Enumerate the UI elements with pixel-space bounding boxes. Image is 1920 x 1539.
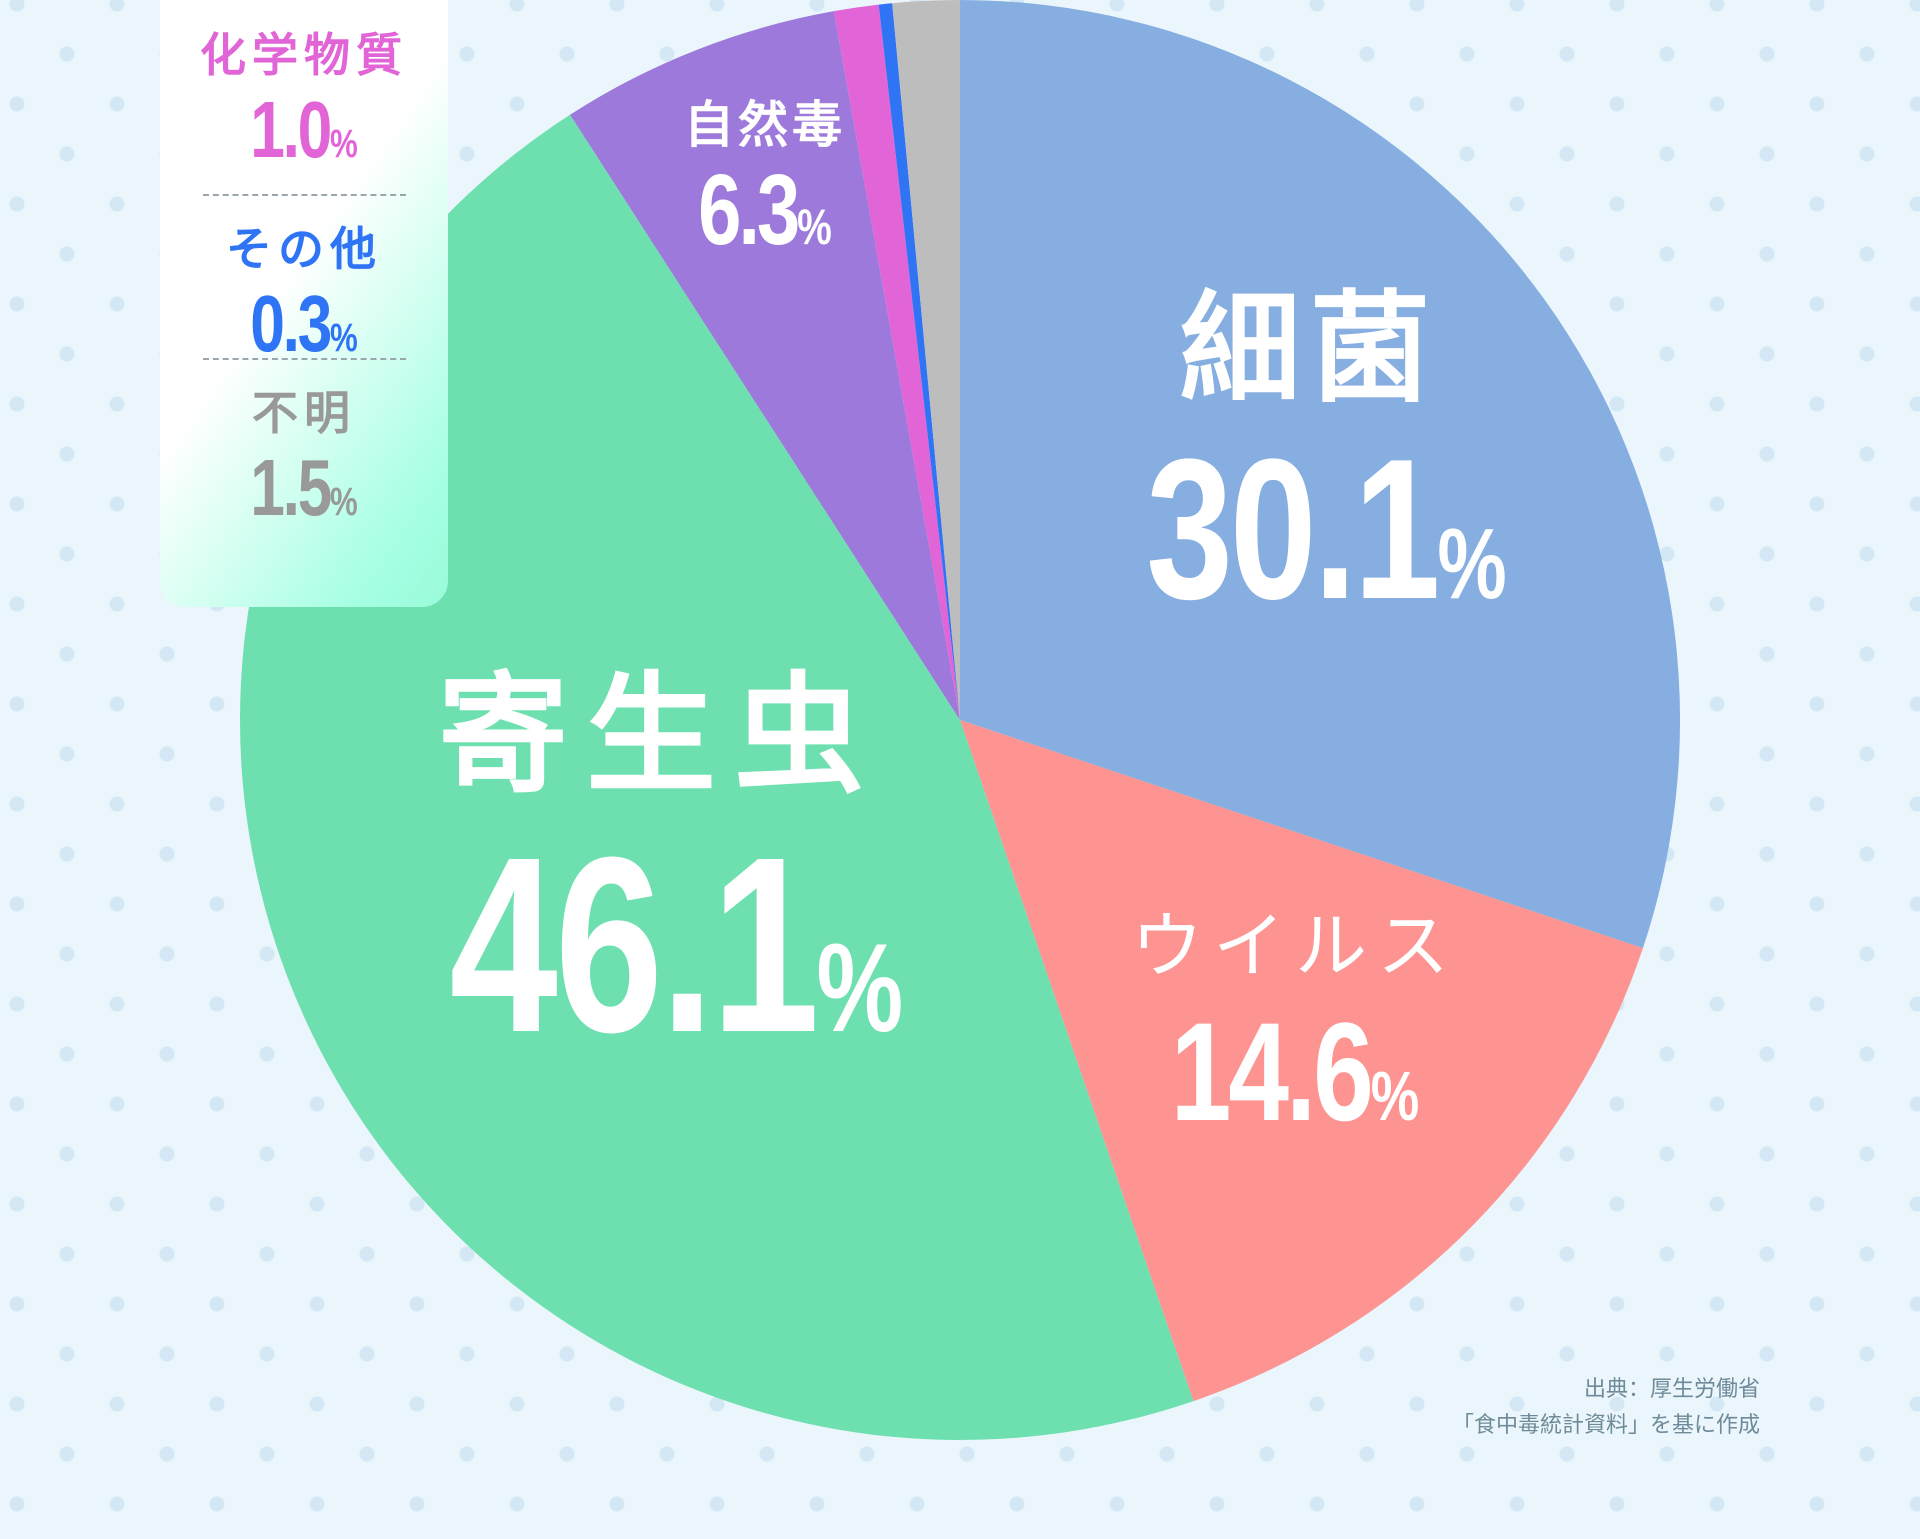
other-name: その他 (226, 222, 382, 276)
pie-slice (892, 0, 960, 720)
pie-slice (878, 3, 960, 720)
chemical-value: 1.0% (250, 85, 358, 174)
legend-item-other: その他 0.3% (160, 196, 448, 364)
source-line-1: 出典：厚生労働省 (1583, 1377, 1760, 1402)
source-note: 出典：厚生労働省 「食中毒統計資料」を基に作成 (1452, 1372, 1760, 1444)
pie-slice (570, 11, 960, 721)
pie-slice (833, 4, 960, 720)
parasite-value: 46.1% (449, 805, 904, 1084)
pie-slice (960, 0, 1680, 949)
small-slices-legend-box: 化学物質 1.0% その他 0.3% 不明 1.5% (160, 0, 448, 607)
natural-toxin-name: 自然毒 (684, 96, 846, 154)
legend-item-unknown: 不明 1.5% (160, 360, 448, 528)
pie-slice (240, 114, 1194, 1440)
other-value: 0.3% (250, 279, 358, 368)
source-line-2: 「食中毒統計資料」を基に作成 (1451, 1413, 1760, 1438)
virus-name: ウイルス (1130, 904, 1459, 988)
virus-value: 14.6% (1170, 993, 1420, 1150)
pie-slice (960, 720, 1643, 1402)
chemical-name: 化学物質 (200, 28, 408, 82)
natural-toxin-label: 自然毒 6.3% (665, 100, 865, 260)
legend-divider (202, 194, 406, 196)
bacteria-name: 細菌 (1180, 280, 1440, 419)
parasite-label: 寄生虫 46.1% (390, 670, 930, 1070)
legend-item-chemical: 化学物質 1.0% (160, 32, 448, 194)
unknown-value: 1.5% (250, 443, 358, 532)
bacteria-label: 細菌 30.1% (1100, 290, 1520, 630)
natural-toxin-value: 6.3% (698, 154, 832, 266)
virus-label: ウイルス 14.6% (1130, 910, 1460, 1142)
bacteria-value: 30.1% (1146, 418, 1507, 641)
parasite-name: 寄生虫 (437, 659, 882, 811)
legend-divider (202, 358, 406, 360)
unknown-name: 不明 (252, 386, 356, 440)
